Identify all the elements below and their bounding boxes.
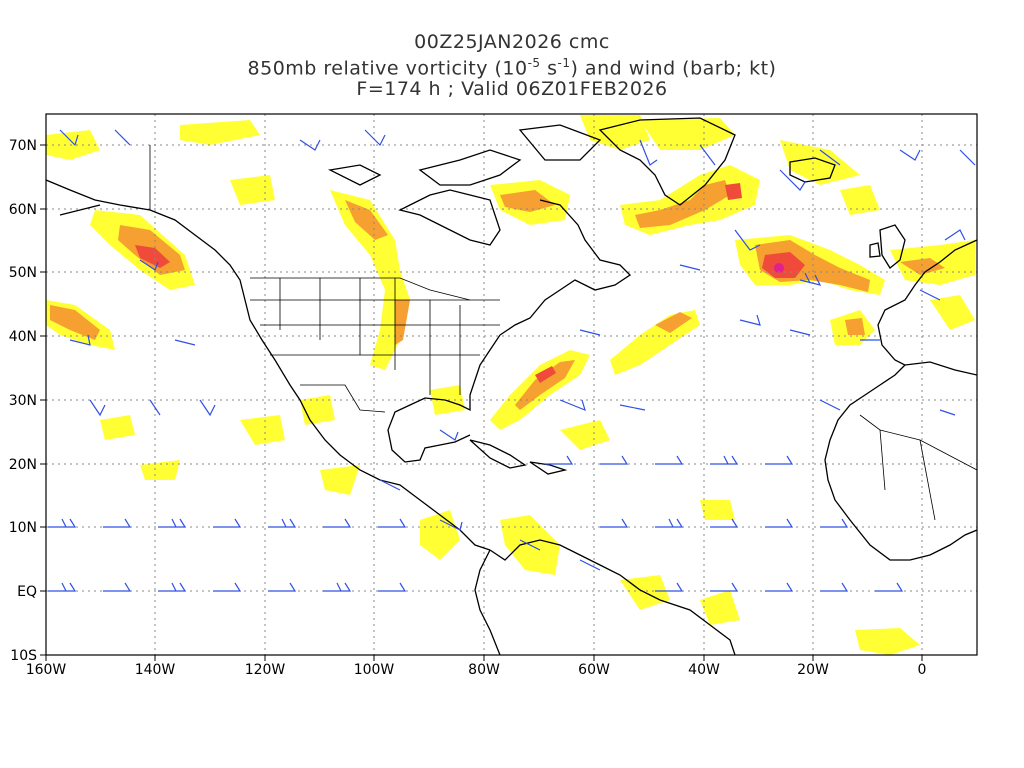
- lon-label: 120W: [245, 662, 286, 678]
- lat-label: 40N: [9, 329, 37, 345]
- lat-label: 20N: [9, 457, 37, 473]
- lat-label: 60N: [9, 202, 37, 218]
- coastlines: [46, 117, 977, 655]
- longitude-labels: 160W 140W 120W 100W 80W 60W 40W 20W 0: [26, 662, 927, 678]
- lon-label: 160W: [26, 662, 67, 678]
- title-valid-line: F=174 h ; Valid 06Z01FEB2026: [356, 78, 668, 101]
- map-title-block: 00Z25JAN2026 cmc 850mb relative vorticit…: [0, 32, 1024, 100]
- lat-label: EQ: [17, 584, 37, 600]
- lat-label: 30N: [9, 393, 37, 409]
- lat-label: 10S: [10, 648, 37, 664]
- title-run-line: 00Z25JAN2026 cmc: [414, 31, 610, 53]
- title-field-line: 850mb relative vorticity (10-5 s-1) and …: [0, 53, 1024, 79]
- wind-barbs: [48, 129, 976, 592]
- title-field-post: ) and wind (barb; kt): [570, 57, 777, 80]
- latitude-labels: 70N 60N 50N 40N 30N 20N 10N EQ 10S: [9, 138, 37, 664]
- lat-label: 70N: [9, 138, 37, 154]
- map-frame: [45, 113, 978, 656]
- lon-label: 140W: [135, 662, 176, 678]
- title-exp1: -5: [527, 56, 541, 70]
- lon-label: 60W: [578, 662, 610, 678]
- lon-label: 20W: [797, 662, 829, 678]
- lat-label: 10N: [9, 520, 37, 536]
- title-field-mid: s: [540, 57, 558, 80]
- title-field-pre: 850mb relative vorticity (10: [247, 57, 528, 80]
- axis-ticks: [40, 144, 923, 661]
- lon-label: 80W: [468, 662, 500, 678]
- lon-label: 0: [918, 662, 927, 678]
- lon-label: 40W: [688, 662, 720, 678]
- lat-label: 50N: [9, 265, 37, 281]
- vorticity-shading: [46, 115, 975, 655]
- lon-label: 100W: [354, 662, 395, 678]
- political-borders: [149, 145, 977, 521]
- title-exp2: -1: [557, 56, 571, 70]
